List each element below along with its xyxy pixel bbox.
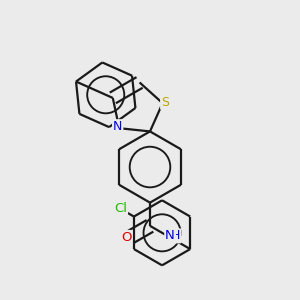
Text: Cl: Cl xyxy=(114,202,127,215)
Text: N: N xyxy=(165,230,175,242)
Text: H: H xyxy=(171,230,180,242)
Text: N: N xyxy=(113,120,122,133)
Text: O: O xyxy=(121,231,131,244)
Text: S: S xyxy=(161,96,169,109)
